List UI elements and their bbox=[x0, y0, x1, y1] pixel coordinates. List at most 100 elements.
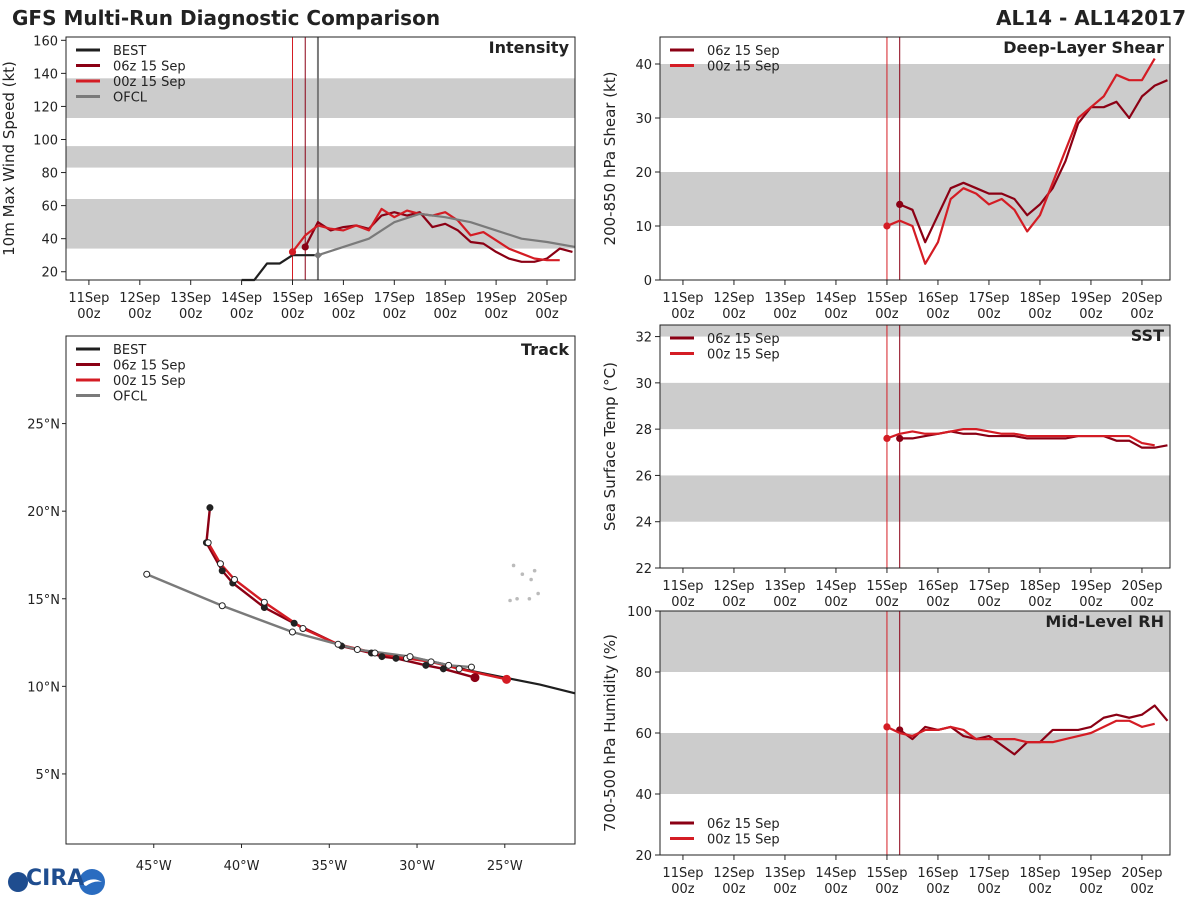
sst-ytick-label-5: 32 bbox=[635, 331, 652, 346]
rh-xtick-day-2: 13Sep bbox=[764, 866, 805, 881]
shear-start-marker-run06 bbox=[896, 200, 904, 208]
intensity-xtick-hour-8: 00z bbox=[484, 307, 508, 322]
shear-ytick-label-4: 40 bbox=[635, 58, 652, 73]
legend-label-ofcl: OFCL bbox=[113, 91, 148, 106]
intensity-xtick-hour-7: 00z bbox=[434, 307, 458, 322]
shear-frame bbox=[659, 36, 1171, 281]
track-xtick-label-0: 45°W bbox=[136, 859, 172, 874]
sst-start-marker-run06 bbox=[896, 434, 904, 442]
intensity-xtick-day-4: 15Sep bbox=[272, 291, 313, 306]
track-ytick-label-1: 10°N bbox=[27, 680, 60, 695]
shear-xtick-day-7: 18Sep bbox=[1019, 291, 1060, 306]
intensity-xtick-day-5: 16Sep bbox=[323, 291, 364, 306]
intensity-ytick-label-5: 120 bbox=[33, 100, 58, 115]
intensity-start-marker-run06 bbox=[301, 243, 309, 251]
shear-xtick-day-9: 20Sep bbox=[1121, 291, 1162, 306]
rh-xtick-day-7: 18Sep bbox=[1019, 866, 1060, 881]
rh-start-marker-run00 bbox=[883, 723, 891, 731]
track-point-ofcl-2 bbox=[406, 653, 414, 661]
sst-ytick-label-2: 26 bbox=[635, 469, 652, 484]
sst-xtick-day-3: 14Sep bbox=[815, 579, 856, 594]
intensity-title: Intensity bbox=[489, 38, 570, 57]
rh-chart: 20 40 60 80 100 700-500 hPa Humidity (%) 11Sep… bbox=[601, 605, 1171, 897]
sst-title: SST bbox=[1131, 326, 1164, 345]
sst-xtick-hour-6: 00z bbox=[977, 595, 1001, 610]
shear-xtick-hour-2: 00z bbox=[773, 307, 797, 322]
track-point-run00-10 bbox=[204, 539, 212, 547]
track-point-run00-7 bbox=[260, 598, 268, 606]
intensity-ytick-label-2: 60 bbox=[41, 200, 58, 215]
island-2 bbox=[529, 577, 533, 582]
sst-ytick-label-0: 22 bbox=[635, 562, 652, 577]
rh-ytick-label-4: 100 bbox=[627, 605, 652, 620]
island-5 bbox=[527, 596, 532, 601]
intensity-xtick-day-2: 13Sep bbox=[170, 291, 211, 306]
intensity-start-marker-run00 bbox=[288, 248, 297, 256]
legend-label-best: BEST bbox=[113, 343, 146, 358]
shear-ytick-label-1: 10 bbox=[635, 220, 652, 235]
page-title: GFS Multi-Run Diagnostic Comparison bbox=[12, 6, 441, 30]
track-point-ofcl-5 bbox=[218, 602, 226, 610]
legend-label-run06: 06z 15 Sep bbox=[113, 359, 186, 374]
track-point-run00-5 bbox=[334, 640, 342, 648]
track-point-run00-4 bbox=[371, 649, 379, 657]
rh-xtick-day-1: 12Sep bbox=[713, 866, 754, 881]
cira-logo: CIRA bbox=[6, 866, 106, 898]
shear-band-1 bbox=[660, 64, 1170, 118]
shear-start-marker-run00 bbox=[883, 222, 891, 230]
sst-xtick-day-2: 13Sep bbox=[764, 579, 805, 594]
intensity-start-marker-ofcl bbox=[313, 251, 322, 260]
intensity-xtick-day-0: 11Sep bbox=[68, 291, 109, 306]
shear-xtick-day-4: 15Sep bbox=[866, 291, 907, 306]
sst-xtick-hour-3: 00z bbox=[824, 595, 848, 610]
rh-ytick-label-2: 60 bbox=[635, 727, 652, 742]
sst-xtick-hour-8: 00z bbox=[1079, 595, 1103, 610]
sst-xtick-day-0: 11Sep bbox=[662, 579, 703, 594]
legend-label-run00: 00z 15 Sep bbox=[707, 348, 780, 363]
rh-ylabel: 700-500 hPa Humidity (%) bbox=[601, 634, 619, 832]
shear-xtick-hour-9: 00z bbox=[1130, 307, 1154, 322]
shear-xtick-hour-6: 00z bbox=[977, 307, 1001, 322]
rh-xtick-day-9: 20Sep bbox=[1121, 866, 1162, 881]
shear-ylabel: 200-850 hPa Shear (kt) bbox=[601, 72, 619, 246]
sst-xtick-day-8: 19Sep bbox=[1070, 579, 1111, 594]
sst-xtick-day-1: 12Sep bbox=[713, 579, 754, 594]
shear-xtick-hour-8: 00z bbox=[1079, 307, 1103, 322]
shear-line-run06 bbox=[899, 79, 1168, 244]
sst-xtick-hour-7: 00z bbox=[1028, 595, 1052, 610]
track-xtick-label-2: 35°W bbox=[311, 859, 347, 874]
shear-xtick-hour-5: 00z bbox=[926, 307, 950, 322]
rh-xtick-day-6: 17Sep bbox=[968, 866, 1009, 881]
rh-band-0 bbox=[660, 733, 1170, 794]
sst-xtick-day-6: 17Sep bbox=[968, 579, 1009, 594]
shear-xtick-day-0: 11Sep bbox=[662, 291, 703, 306]
island-0 bbox=[511, 563, 516, 568]
intensity-xtick-day-3: 14Sep bbox=[221, 291, 262, 306]
island-1 bbox=[520, 572, 525, 577]
rh-line-run00 bbox=[886, 719, 1155, 744]
shear-xtick-day-5: 16Sep bbox=[917, 291, 958, 306]
shear-ytick-label-2: 20 bbox=[635, 166, 652, 181]
track-point-ofcl-3 bbox=[353, 646, 361, 654]
intensity-line-ofcl bbox=[317, 212, 576, 257]
shear-xtick-hour-7: 00z bbox=[1028, 307, 1052, 322]
track-frame bbox=[65, 335, 576, 845]
track-ytick-label-0: 5°N bbox=[36, 768, 61, 783]
track-point-run06-7 bbox=[290, 619, 298, 627]
intensity-ytick-label-1: 40 bbox=[41, 233, 58, 248]
sst-ytick-label-1: 24 bbox=[635, 516, 652, 531]
rh-xtick-hour-5: 00z bbox=[926, 882, 950, 897]
rh-xtick-day-5: 16Sep bbox=[917, 866, 958, 881]
intensity-xtick-hour-3: 00z bbox=[230, 307, 254, 322]
intensity-xtick-hour-4: 00z bbox=[281, 307, 305, 322]
logo-text: CIRA bbox=[26, 866, 85, 891]
island-3 bbox=[532, 568, 537, 573]
sst-ylabel: Sea Surface Temp (°C) bbox=[601, 362, 619, 531]
legend-label-run00: 00z 15 Sep bbox=[707, 833, 780, 848]
track-xtick-label-1: 40°W bbox=[224, 859, 260, 874]
rh-xtick-day-8: 19Sep bbox=[1070, 866, 1111, 881]
track-title: Track bbox=[521, 340, 569, 359]
shear-xtick-day-8: 19Sep bbox=[1070, 291, 1111, 306]
track-point-ofcl-1 bbox=[445, 661, 453, 669]
